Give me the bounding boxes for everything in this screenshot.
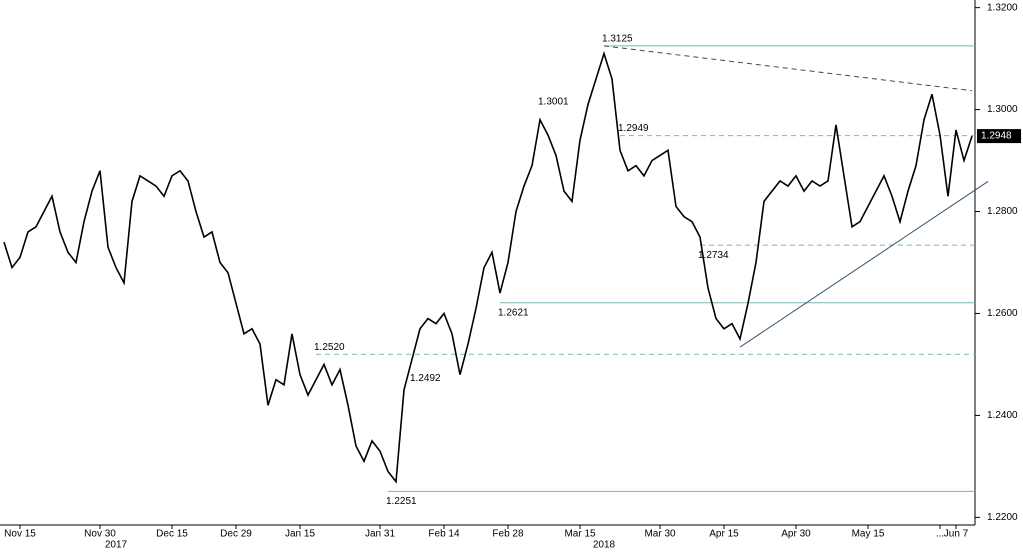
x-tick-label: Feb 14 [428, 529, 460, 540]
trend-line [739, 181, 989, 348]
y-tick-label: 1.2600 [987, 308, 1018, 319]
y-tick-label: 1.2400 [987, 410, 1018, 421]
annotation-label: 1.2492 [410, 373, 441, 384]
trend-line [603, 45, 973, 92]
y-tick-label: 1.3200 [987, 2, 1018, 13]
x-tick-label: Nov 15 [4, 529, 36, 540]
year-label: 2018 [593, 540, 616, 550]
annotation-label: 1.3125 [602, 34, 633, 45]
x-tick-label: Mar 30 [644, 529, 676, 540]
price-line [3, 50, 973, 484]
y-tick-label: 1.3000 [987, 104, 1018, 115]
y-tick-label: 1.2200 [987, 512, 1018, 523]
x-tick-label: May 15 [852, 529, 885, 540]
x-tick-label: Mar 15 [564, 529, 596, 540]
x-tick-label: ... [936, 529, 944, 540]
y-tick-label: 1.2800 [987, 206, 1018, 217]
last-price-box [977, 129, 1021, 144]
annotation-label: 1.2621 [498, 307, 529, 318]
annotation-label: 1.3001 [538, 97, 569, 108]
annotation-label: 1.2734 [698, 250, 729, 261]
annotation-label: 1.2251 [386, 496, 417, 507]
x-tick-label: Jan 15 [285, 529, 315, 540]
x-tick-label: Jan 31 [365, 529, 395, 540]
annotation-label: 1.2520 [314, 342, 345, 353]
x-tick-label: Apr 15 [709, 529, 739, 540]
x-tick-label: Dec 29 [220, 529, 252, 540]
year-label: 2017 [105, 540, 128, 550]
x-tick-label: Dec 15 [156, 529, 188, 540]
x-tick-label: Apr 30 [781, 529, 811, 540]
x-tick-label: Nov 30 [84, 529, 116, 540]
x-tick-label: Feb 28 [492, 529, 524, 540]
annotation-label: 1.2949 [618, 123, 649, 134]
x-tick-label: Jun 7 [944, 529, 969, 540]
last-price-label: 1.2948 [981, 131, 1012, 142]
